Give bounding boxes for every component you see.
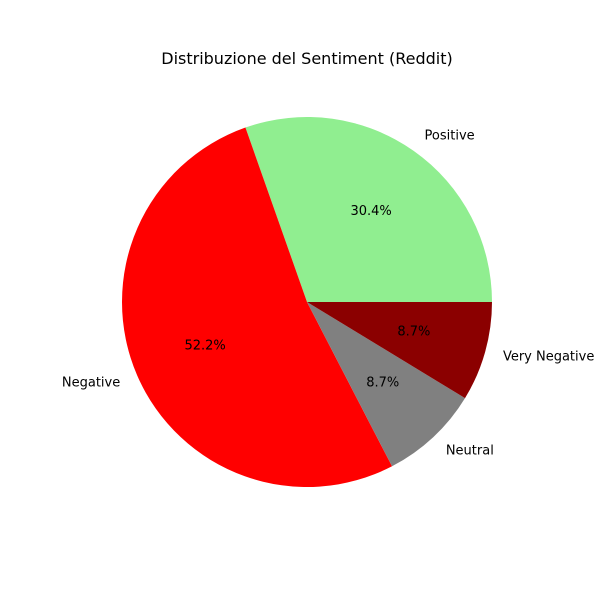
slice-percent-neutral: 8.7% [366,376,399,391]
slice-label-positive: Positive [425,128,475,143]
slice-label-very-negative: Very Negative [503,349,594,364]
chart-title: Distribuzione del Sentiment (Reddit) [161,49,452,68]
slice-label-negative: Negative [62,375,120,390]
pie-slice-positive [245,117,492,303]
slice-percent-very-negative: 8.7% [397,324,430,339]
pie-labels: Positive 30.4% Negative 52.2% Neutral 8.7% Ver… [62,128,594,458]
slice-percent-positive: 30.4% [350,204,391,219]
pie-slice-very-negative [307,302,492,399]
pie-slice-neutral [307,302,466,467]
slice-label-neutral: Neutral [446,443,494,458]
slice-percent-negative: 52.2% [184,339,225,354]
pie-slices [121,117,492,488]
pie-slice-negative [121,127,393,488]
